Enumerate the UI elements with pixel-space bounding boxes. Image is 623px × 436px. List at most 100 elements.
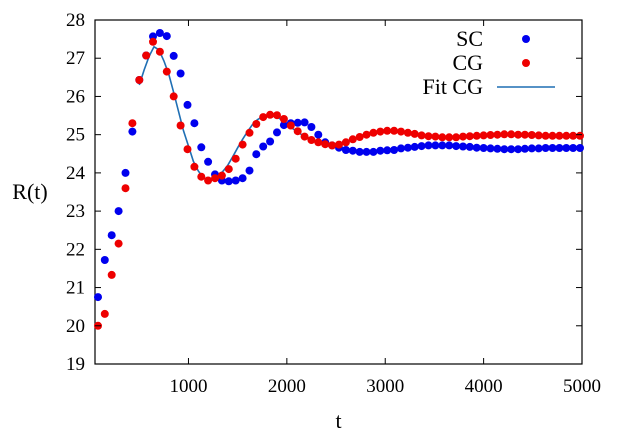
data-point-cg: [514, 130, 523, 139]
data-point-cg: [176, 121, 185, 130]
data-point-cg: [472, 131, 481, 140]
data-point-sc: [493, 144, 502, 153]
data-point-sc: [314, 130, 323, 139]
data-point-cg: [424, 132, 433, 141]
data-point-cg: [259, 113, 268, 122]
data-point-sc: [369, 147, 378, 156]
data-point-sc: [162, 32, 171, 41]
data-point-sc: [362, 147, 371, 156]
data-point-cg: [149, 37, 157, 46]
data-point-sc: [445, 141, 454, 150]
data-point-sc: [500, 145, 509, 154]
data-point-sc: [169, 51, 178, 60]
data-point-sc: [341, 146, 350, 154]
data-point-cg: [459, 132, 467, 141]
data-point-sc: [94, 293, 102, 302]
data-point-cg: [410, 129, 419, 138]
data-point-cg: [383, 126, 392, 135]
data-point-sc: [355, 147, 364, 156]
data-point-cg: [183, 145, 192, 154]
y-tick-label: 27: [66, 48, 85, 69]
data-point-cg: [403, 128, 412, 137]
data-point-cg: [355, 133, 364, 141]
data-point-cg: [245, 128, 254, 137]
data-point-sc: [183, 100, 192, 109]
data-point-sc: [527, 144, 536, 153]
data-point-sc: [576, 144, 584, 152]
data-point-cg: [534, 131, 543, 140]
data-point-cg: [100, 309, 109, 318]
data-point-sc: [507, 145, 516, 154]
data-point-cg: [452, 133, 461, 142]
data-point-cg: [465, 132, 474, 141]
data-point-cg: [252, 120, 261, 128]
data-point-cg: [397, 127, 405, 136]
data-point-sc: [486, 144, 495, 153]
data-point-sc: [555, 144, 564, 152]
x-axis-title: t: [335, 408, 341, 433]
data-point-cg: [500, 130, 509, 139]
data-point-cg: [224, 165, 233, 174]
data-point-cg: [507, 130, 516, 139]
data-point-sc: [293, 118, 302, 127]
data-point-cg: [293, 127, 302, 136]
data-point-cg: [300, 132, 309, 141]
data-point-cg: [555, 131, 564, 140]
data-point-cg: [266, 110, 275, 119]
y-tick-label: 24: [66, 163, 86, 184]
data-point-sc: [403, 143, 412, 152]
data-point-sc: [431, 141, 440, 150]
y-tick-label: 22: [66, 239, 85, 260]
y-tick-label: 25: [66, 125, 85, 146]
data-point-cg: [307, 136, 316, 144]
x-tick-label: 3000: [366, 376, 404, 397]
data-point-cg: [211, 174, 219, 183]
data-point-cg: [128, 119, 137, 128]
y-tick-label: 28: [66, 10, 85, 31]
data-point-sc: [459, 142, 467, 151]
legend-swatch-point: [522, 35, 530, 43]
data-point-cg: [527, 131, 536, 139]
data-point-cg: [238, 140, 247, 149]
data-point-cg: [314, 138, 323, 147]
data-point-sc: [114, 207, 123, 216]
data-point-sc: [534, 144, 543, 153]
data-point-cg: [279, 115, 288, 123]
data-point-sc: [238, 174, 247, 183]
y-tick-label: 26: [66, 86, 85, 107]
data-point-sc: [520, 144, 529, 153]
data-point-sc: [479, 144, 488, 152]
y-tick-label: 23: [66, 201, 85, 222]
data-point-sc: [231, 176, 240, 185]
data-point-cg: [341, 138, 350, 147]
data-point-cg: [562, 131, 571, 140]
data-point-cg: [431, 132, 440, 141]
data-point-sc: [390, 146, 399, 154]
data-point-cg: [541, 131, 550, 140]
data-point-cg: [162, 67, 171, 76]
data-point-sc: [383, 146, 392, 155]
data-point-cg: [362, 130, 371, 139]
data-point-cg: [493, 130, 502, 139]
data-point-cg: [576, 131, 584, 140]
data-point-cg: [438, 133, 447, 142]
plot-frame: [94, 19, 583, 365]
x-tick-label: 5000: [563, 376, 601, 397]
data-point-cg: [169, 92, 178, 101]
data-point-sc: [307, 123, 316, 131]
data-point-cg: [142, 51, 151, 60]
data-point-sc: [410, 142, 419, 151]
data-point-sc: [300, 118, 309, 127]
data-point-cg: [321, 140, 330, 149]
data-point-cg: [486, 131, 495, 139]
x-tick-label: 2000: [268, 376, 306, 397]
data-point-sc: [190, 119, 199, 128]
points-layer: [94, 29, 584, 330]
data-point-cg: [479, 131, 488, 140]
data-point-sc: [266, 137, 275, 146]
data-point-cg: [369, 128, 378, 137]
data-point-sc: [279, 121, 288, 130]
data-point-cg: [107, 270, 116, 279]
